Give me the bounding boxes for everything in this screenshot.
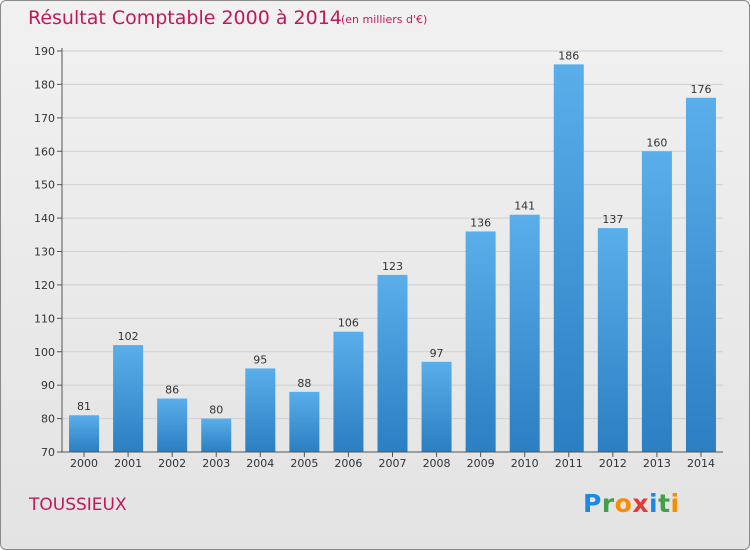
data-label: 141 <box>514 200 535 213</box>
chart-title: Résultat Comptable 2000 à 2014 <box>28 7 342 29</box>
chart-subtitle: (en milliers d'€) <box>341 13 428 26</box>
bar <box>421 361 452 452</box>
data-label: 102 <box>118 330 139 343</box>
data-label: 123 <box>382 260 403 273</box>
bar <box>69 415 100 452</box>
x-tick-label: 2006 <box>334 457 362 470</box>
y-tick-label: 90 <box>41 379 55 392</box>
x-tick-label: 2000 <box>70 457 98 470</box>
data-label: 86 <box>165 384 179 397</box>
y-tick-label: 120 <box>34 279 55 292</box>
y-tick-label: 140 <box>34 212 55 225</box>
bar <box>201 418 232 452</box>
x-tick-label: 2001 <box>114 457 142 470</box>
logo-letter: x <box>632 489 649 518</box>
x-tick-label: 2003 <box>202 457 230 470</box>
bars <box>69 64 716 453</box>
logo-letter: o <box>614 489 633 518</box>
y-tick-label: 160 <box>34 145 55 158</box>
data-label: 81 <box>77 400 91 413</box>
x-tick-label: 2013 <box>643 457 671 470</box>
data-label: 106 <box>338 317 359 330</box>
bar <box>113 345 144 452</box>
proxiti-logo: Proxiti <box>583 489 680 518</box>
bar <box>157 398 188 452</box>
x-tick-label: 2004 <box>246 457 274 470</box>
x-tick-label: 2009 <box>467 457 495 470</box>
x-tick-label: 2002 <box>158 457 186 470</box>
data-label: 97 <box>430 347 444 360</box>
bar <box>553 64 584 452</box>
axes: 70 80 90 100 110 120 130 140 150 160 170 180 190 2000… <box>34 45 723 470</box>
logo-letter: r <box>601 489 615 518</box>
data-labels: 81 102 86 80 95 88 106 123 97 136 141 186 137 160 176 <box>77 49 711 416</box>
y-tick-label: 110 <box>34 312 55 325</box>
data-label: 176 <box>690 83 711 96</box>
x-tick-label: 2005 <box>290 457 318 470</box>
bar <box>377 274 408 452</box>
y-tick-label: 70 <box>41 446 55 459</box>
data-label: 136 <box>470 216 491 229</box>
y-tick-label: 150 <box>34 179 55 192</box>
data-label: 186 <box>558 49 579 62</box>
y-tick-label: 190 <box>34 45 55 58</box>
logo-letter: t <box>658 489 671 518</box>
y-tick-label: 180 <box>34 78 55 91</box>
bar <box>465 231 496 452</box>
bar <box>245 368 276 452</box>
x-tick-label: 2010 <box>511 457 539 470</box>
logo-letter: P <box>583 489 602 518</box>
y-tick-label: 80 <box>41 413 55 426</box>
y-tick-label: 130 <box>34 246 55 259</box>
x-tick-label: 2011 <box>555 457 583 470</box>
bar <box>509 214 540 452</box>
data-label: 88 <box>297 377 311 390</box>
x-tick-label: 2012 <box>599 457 627 470</box>
x-tick-label: 2014 <box>687 457 715 470</box>
commune-name: TOUSSIEUX <box>29 495 127 515</box>
data-label: 160 <box>646 136 667 149</box>
y-tick-label: 100 <box>34 346 55 359</box>
bar <box>333 331 364 452</box>
logo-letter: i <box>649 489 659 518</box>
data-label: 95 <box>253 353 267 366</box>
y-tick-label: 170 <box>34 112 55 125</box>
bar <box>289 391 320 452</box>
x-tick-label: 2008 <box>423 457 451 470</box>
bar <box>597 228 628 452</box>
data-label: 137 <box>602 213 623 226</box>
data-label: 80 <box>209 404 223 417</box>
x-tick-label: 2007 <box>379 457 407 470</box>
bar <box>685 97 716 453</box>
logo-letter: i <box>670 489 680 518</box>
bar <box>641 151 672 452</box>
